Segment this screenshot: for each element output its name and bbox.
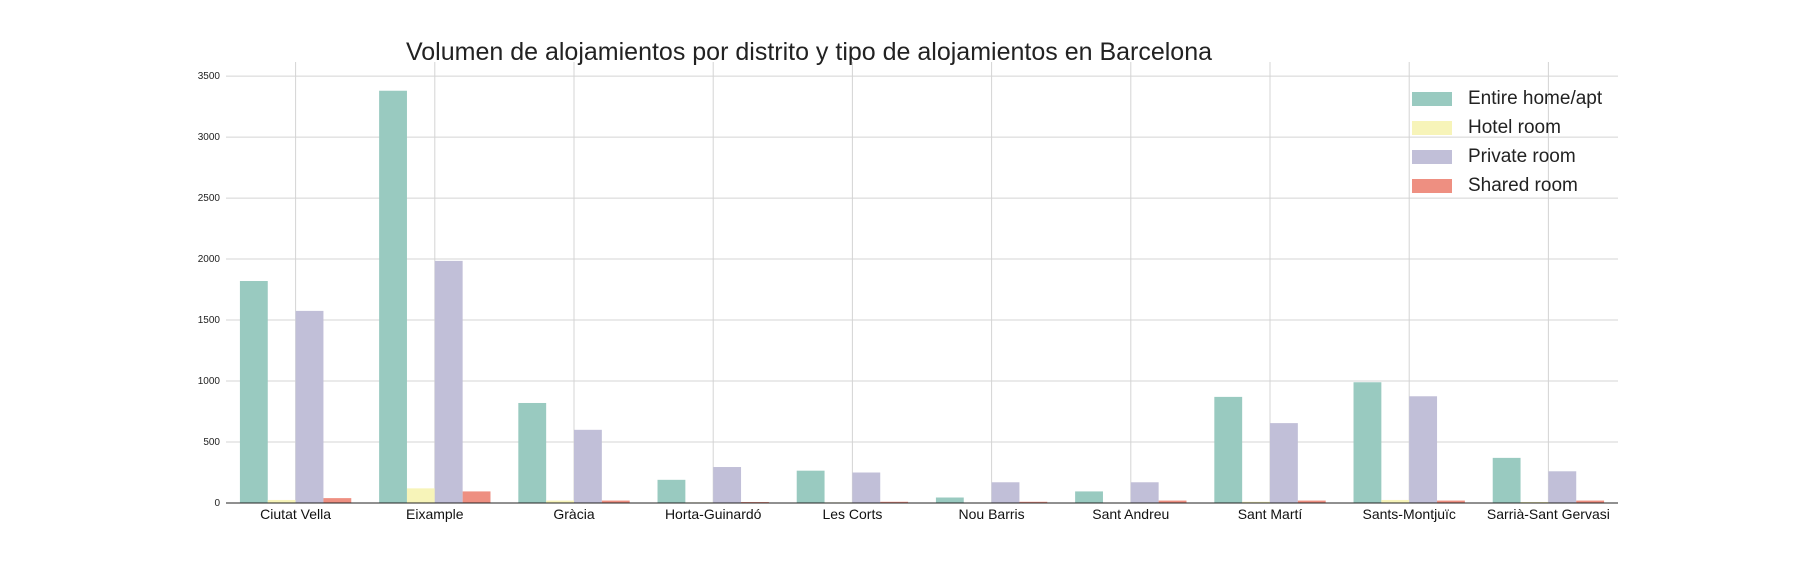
legend-swatch: [1412, 91, 1452, 106]
bar: [546, 500, 574, 503]
x-tick-label: Horta-Guinardó: [665, 506, 762, 522]
bar: [379, 90, 407, 503]
y-tick-label: 1000: [198, 376, 221, 387]
x-tick-label: Eixample: [406, 506, 464, 522]
bar: [713, 467, 742, 503]
x-tick-label: Ciutat Vella: [260, 506, 331, 522]
bar: [1576, 500, 1605, 503]
x-tick-label: Sarrià-Sant Gervasi: [1487, 506, 1610, 522]
bar: [657, 479, 686, 503]
x-tick-label: Gràcia: [553, 506, 594, 522]
legend-label: Private room: [1468, 145, 1576, 167]
legend: Entire home/apt Hotel room Private room Sha…: [1412, 84, 1602, 200]
y-tick-label: 2500: [198, 193, 221, 204]
legend-item: Entire home/apt: [1412, 84, 1602, 113]
bar: [1297, 500, 1326, 503]
legend-label: Shared room: [1468, 174, 1578, 196]
x-tick-label: Nou Barris: [959, 506, 1025, 522]
bar: [1381, 499, 1410, 503]
legend-swatch: [1412, 120, 1452, 135]
y-tick-label: 3000: [198, 132, 221, 143]
bar: [1437, 500, 1465, 503]
bar: [796, 470, 825, 503]
bar: [1353, 382, 1382, 503]
legend-item: Hotel room: [1412, 113, 1602, 142]
bar: [852, 472, 881, 503]
bar: [323, 498, 352, 503]
y-tick-label: 0: [214, 498, 220, 509]
bar: [1130, 482, 1159, 503]
bar: [1492, 457, 1521, 503]
bar: [1548, 471, 1577, 503]
x-tick-label: Les Corts: [822, 506, 882, 522]
x-tick-label: Sant Martí: [1238, 506, 1303, 522]
bar: [239, 281, 268, 503]
bar: [601, 500, 630, 503]
legend-label: Hotel room: [1468, 116, 1561, 138]
legend-item: Private room: [1412, 142, 1602, 171]
bar: [1158, 500, 1187, 503]
y-tick-label: 1500: [198, 315, 221, 326]
bar: [267, 499, 296, 503]
bar: [574, 429, 602, 503]
y-tick-label: 2000: [198, 254, 221, 265]
bar: [462, 491, 491, 503]
legend-item: Shared room: [1412, 171, 1602, 200]
bar: [406, 488, 435, 503]
legend-label: Entire home/apt: [1468, 87, 1603, 109]
bar: [1270, 423, 1298, 503]
bar: [1242, 501, 1270, 503]
bar: [518, 402, 547, 503]
bar: [1075, 491, 1103, 503]
bar: [1019, 501, 1048, 503]
bar: [295, 310, 324, 503]
legend-swatch: [1412, 178, 1452, 193]
bar: [1214, 396, 1243, 503]
bar: [991, 482, 1020, 503]
bar: [880, 501, 909, 503]
chart-title: Volumen de alojamientos por distrito y t…: [405, 38, 1213, 66]
y-tick-label: 500: [203, 437, 220, 448]
legend-swatch: [1412, 149, 1452, 164]
bar: [434, 260, 463, 503]
x-tick-label: Sants-Montjuïc: [1363, 506, 1456, 522]
x-tick-label: Sant Andreu: [1092, 506, 1169, 522]
y-tick-label: 3500: [198, 71, 221, 82]
bar: [935, 497, 964, 503]
bar: [1409, 396, 1438, 503]
